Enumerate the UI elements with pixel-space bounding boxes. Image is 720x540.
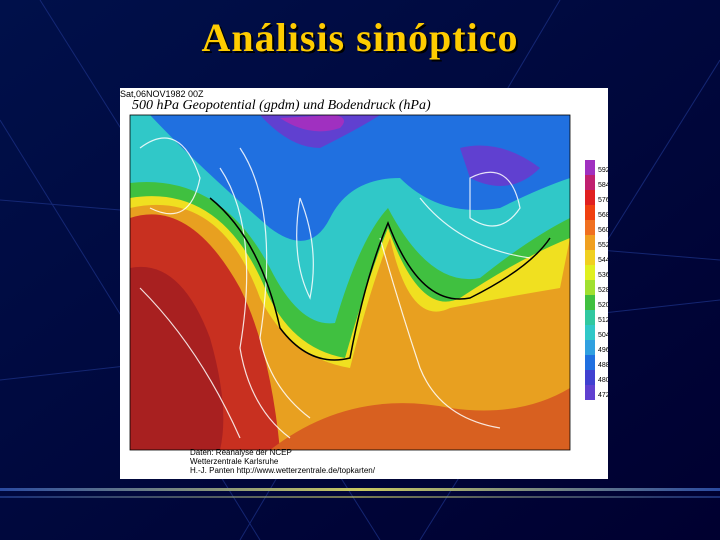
- credit-line: H.-J. Panten http://www.wetterzentrale.d…: [190, 466, 376, 475]
- scale-label: 528: [598, 287, 608, 294]
- scale-label: 536: [598, 272, 608, 279]
- scale-swatch: [585, 295, 595, 310]
- scale-label: 568: [598, 212, 608, 219]
- scale-label: 480: [598, 377, 608, 384]
- scale-swatch: [585, 280, 595, 295]
- scale-swatch: [585, 385, 595, 400]
- color-scale: 592 584 576 568 560 552 544 536 528 520 512 504 496 4…: [585, 160, 608, 400]
- scale-swatch: [585, 325, 595, 340]
- scale-label: 592: [598, 167, 608, 174]
- scale-swatch: [585, 340, 595, 355]
- slide-title: Análisis sinóptico: [201, 15, 519, 60]
- scale-swatch: [585, 370, 595, 385]
- map-title: 500 hPa Geopotential (gpdm) und Bodendru…: [132, 98, 431, 113]
- scale-swatch: [585, 205, 595, 220]
- scale-swatch: [585, 175, 595, 190]
- scale-label: 584: [598, 182, 608, 189]
- scale-swatch: [585, 310, 595, 325]
- scale-label: 496: [598, 347, 608, 354]
- scale-label: 472: [598, 392, 608, 399]
- scale-label: 560: [598, 227, 608, 234]
- credit-line: Daten: Reanalyse der NCEP: [190, 448, 292, 457]
- scale-label: 552: [598, 242, 608, 249]
- weather-map: Sat,06NOV1982 00Z 500 hPa Geopotential (…: [120, 88, 608, 479]
- scale-swatch: [585, 160, 595, 175]
- scale-label: 544: [598, 257, 608, 264]
- credits: Daten: Reanalyse der NCEPWetterzentrale …: [190, 448, 376, 475]
- scale-swatch: [585, 265, 595, 280]
- scale-swatch: [585, 190, 595, 205]
- scale-label: 504: [598, 332, 608, 339]
- map-timestamp: Sat,06NOV1982 00Z: [120, 89, 204, 99]
- scale-label: 576: [598, 197, 608, 204]
- scale-label: 520: [598, 302, 608, 309]
- scale-label: 488: [598, 362, 608, 369]
- scale-label: 512: [598, 317, 608, 324]
- scale-swatch: [585, 235, 595, 250]
- scale-swatch: [585, 220, 595, 235]
- credit-line: Wetterzentrale Karlsruhe: [190, 457, 279, 466]
- scale-swatch: [585, 355, 595, 370]
- scale-swatch: [585, 250, 595, 265]
